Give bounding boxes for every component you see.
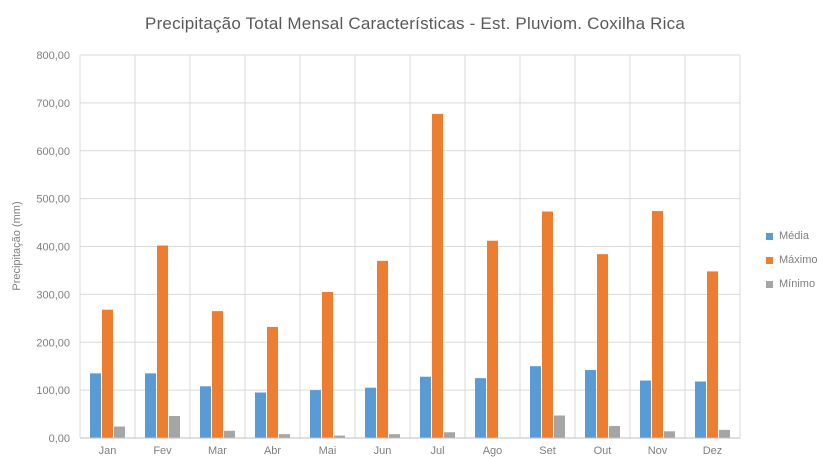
x-tick-label: Nov [648,445,668,457]
bar-mínimo-nov [664,431,675,438]
bar-máximo-jul [432,113,443,438]
y-tick-label: 600,00 [36,146,70,158]
bar-máximo-mai [322,291,333,438]
x-tick-label: Fev [153,445,172,457]
y-axis-title: Precipitação (mm) [11,201,23,290]
bar-máximo-fev [157,245,168,438]
bar-média-jun [365,387,376,438]
y-tick-label: 0,00 [49,433,70,445]
bar-máximo-mar [212,311,223,438]
bar-média-jul [420,376,431,438]
bar-máximo-nov [652,211,663,438]
y-tick-label: 700,00 [36,98,70,110]
bar-média-abr [255,392,266,438]
bar-mínimo-jul [444,432,455,438]
bar-média-dez [695,381,706,438]
x-tick-label: Ago [483,445,503,457]
x-tick-label: Out [594,445,612,457]
bar-mínimo-mar [224,430,235,438]
bar-máximo-jan [102,309,113,438]
x-axis: Jan Fev Mar Abr Mai Jun Jul Ago Set Out Nov Dez [80,437,740,457]
bar-média-mar [200,386,211,438]
x-tick-label: Jun [374,445,392,457]
legend-label: Média [779,230,809,242]
x-tick-label: Set [539,445,556,457]
y-axis: 0,00 100,00 200,00 300,00 400,00 500,00 600,00… [36,50,70,445]
bar-mínimo-fev [169,415,180,438]
bar-média-fev [145,373,156,438]
bar-mínimo-mai [334,435,345,438]
y-tick-label: 200,00 [36,337,70,349]
bar-média-out [585,370,596,438]
legend-swatch [766,256,773,264]
bar-máximo-set [542,211,553,438]
bar-mínimo-jun [389,434,400,438]
chart-title: Precipitação Total Mensal Característica… [145,14,685,33]
bar-máximo-jun [377,260,388,438]
x-tick-label: Abr [264,445,281,457]
legend-label: Mínimo [779,278,816,290]
bar-mínimo-dez [719,429,730,438]
x-tick-label: Dez [703,445,723,457]
bar-máximo-ago [487,240,498,438]
y-tick-label: 400,00 [36,242,70,254]
bars [90,113,730,438]
bar-média-set [530,366,541,438]
x-tick-label: Mar [208,445,227,457]
y-tick-label: 800,00 [36,50,70,62]
x-tick-label: Mai [319,445,337,457]
y-tick-label: 500,00 [36,194,70,206]
bar-mínimo-out [609,426,620,438]
legend-item-média: Média [766,224,818,248]
bar-média-mai [310,390,321,438]
x-tick-label: Jul [430,445,444,457]
bar-média-nov [640,380,651,438]
legend-swatch [766,280,773,288]
bar-média-ago [475,378,486,438]
y-tick-label: 300,00 [36,289,70,301]
bar-máximo-dez [707,271,718,438]
x-tick-label: Jan [99,445,117,457]
bar-máximo-out [597,254,608,438]
bar-média-jan [90,373,101,438]
bar-mínimo-abr [279,434,290,438]
legend-item-máximo: Máximo [766,248,818,272]
bar-máximo-abr [267,326,278,438]
y-tick-label: 100,00 [36,385,70,397]
bar-mínimo-jan [114,426,125,438]
legend-label: Máximo [779,254,818,266]
gridlines [79,54,741,439]
legend: Média Máximo Mínimo [766,224,818,296]
legend-item-mínimo: Mínimo [766,272,818,296]
bar-mínimo-set [554,415,565,438]
legend-swatch [766,232,773,240]
